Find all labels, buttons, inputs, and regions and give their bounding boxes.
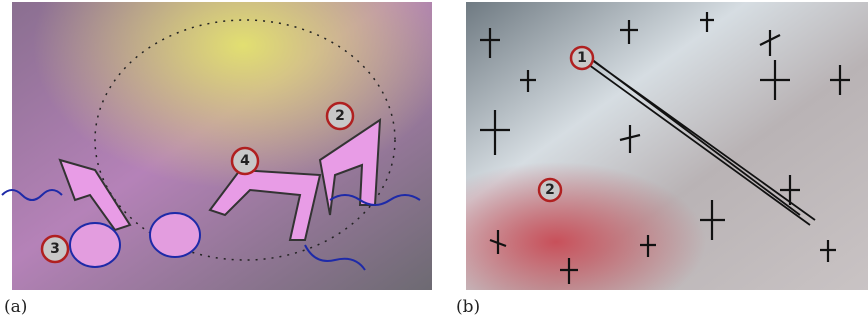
ball [70,223,120,267]
marker: 4 [232,148,258,174]
marker: 2 [327,103,353,129]
panel-b: 1 2 (b) [456,2,868,317]
marker-label: 1 [577,50,587,66]
red-paint [466,130,766,290]
ball [150,213,200,257]
marker-label: 3 [50,241,60,257]
marker: 2 [539,179,561,201]
marker-label: 4 [240,153,250,169]
marker: 3 [42,236,68,262]
marker-label: 2 [545,182,555,198]
panel-label: (b) [456,297,480,317]
marker-label: 2 [335,108,345,124]
marker: 1 [571,47,593,69]
panel-a: 2 4 3 (a) [2,2,432,317]
figure: 2 4 3 (a) 1 2 (b) [0,0,868,325]
panel-label: (a) [4,297,27,317]
